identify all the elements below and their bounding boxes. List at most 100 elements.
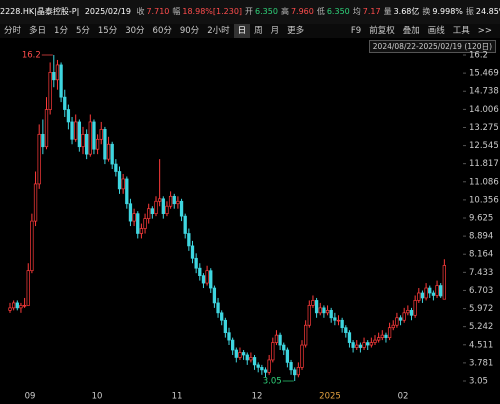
candle-body [398,317,403,321]
candle-body [387,327,392,338]
candle-body [205,270,209,284]
toolbar-button[interactable]: 前复权 [369,26,395,36]
candle-body [114,163,118,172]
candle-body [15,302,19,309]
toolbar-button[interactable]: 分时 [4,26,22,36]
x-tick-label: 11 [172,392,183,402]
field-value: 24.85% [475,7,500,16]
toolbar-button[interactable]: 叠加 [402,26,420,36]
field-label: 振 [465,7,474,16]
candle-body [366,342,370,346]
candle-body [161,198,165,215]
toolbar-button[interactable]: 更多 [287,26,305,36]
toolbar-button[interactable]: 15分 [97,26,118,36]
candle-body [428,287,432,294]
candle-body [223,319,228,334]
toolbar-button[interactable]: 画线 [427,26,445,36]
candle-body [147,208,151,219]
field-label: 均 [352,7,361,16]
toolbar-button[interactable]: 日 [233,24,251,38]
candle-body [139,228,144,234]
y-tick-label: 12.545 [469,141,499,151]
annotation: 16.2 [22,51,41,61]
toolbar-button[interactable]: 工具 [452,26,470,36]
candle-body [117,171,122,190]
y-tick-label: 11.086 [469,177,499,187]
toolbar: 分时 多日 1分 5分 15分 30分 60分 90分 2小时日周月更多 F9 前复权 叠加 画线 工具 >… [0,24,500,38]
candle-body [220,312,224,321]
candle-body [252,357,257,366]
y-tick-label: 14.006 [469,105,499,115]
candle-body [121,178,125,190]
candle-body [33,183,38,222]
candle-body [77,121,82,148]
candle-body [37,133,41,185]
toolbar-button[interactable]: 5分 [75,26,90,36]
candle-body [300,344,304,368]
date: 2025/02/19 [84,7,131,16]
toolbar-button[interactable]: 30分 [125,26,145,36]
candle-body [344,327,348,334]
candle-body [417,292,421,301]
candle-body [362,342,366,348]
field-label: 量 [383,7,392,16]
chart: 16.2 15.469 14.738 14.006 13.275 12.545 11.817… [8,51,499,402]
candle-body [260,367,264,371]
toolbar-button[interactable]: 月 [270,26,280,36]
candle-body [278,334,282,346]
candle-body [106,143,111,160]
candle-body [216,302,220,314]
field-value: 7.710 [146,7,170,16]
toolbar-button[interactable]: 90分 [179,26,200,36]
y-tick-label: 14.738 [469,87,499,97]
candle-body [212,287,217,304]
candle-body [99,129,103,140]
y-tick-label: 3.05 [469,377,488,387]
candle-body [413,300,417,316]
candle-body [351,342,355,348]
toolbar-button[interactable]: 多日 [29,26,47,36]
candle-body [395,317,399,326]
field-value: 3.68亿 [393,7,420,16]
y-tick-label: 9.625 [469,214,493,224]
candle-body [103,129,107,160]
candle-body [293,369,297,376]
candle-body [190,245,195,259]
candle-body [88,121,92,155]
candle-body [201,275,206,284]
y-tick-label: 11.817 [469,159,499,169]
candle-body [59,64,63,98]
field-value: 9.998% [432,7,463,16]
toolbar-button[interactable]: 周 [254,26,263,36]
candle-body [274,334,279,343]
candle-body [347,332,352,343]
y-tick-label: 5.972 [469,304,493,314]
candle-body [8,307,12,311]
candle-body [377,337,381,341]
candle-body [44,109,49,148]
y-tick-label: 16.2 [469,51,488,61]
candle-body [19,305,23,309]
candle-body [318,307,322,314]
candle-body [384,334,388,338]
y-tick-label: 8.164 [469,250,493,260]
candle-body [245,354,249,361]
candle-body [263,369,268,373]
toolbar-button[interactable]: 1分 [54,26,68,36]
y-tick-label: 15.469 [469,69,499,79]
toolbar-button[interactable]: 2小时 [207,26,230,36]
candle-body [249,357,253,361]
candle-body [314,300,319,314]
candle-body [198,267,202,276]
candle-body [439,285,443,297]
candle-body [238,352,242,358]
toolbar-button[interactable]: >> [477,26,492,36]
toolbar-button[interactable]: F9 [350,26,362,36]
x-tick-label: 09 [25,392,36,402]
quote-header: 2228.HK|晶泰控股-P| 2025/02/19 收 7.710 幅 18.98%… [0,0,500,24]
candle-body [358,344,363,348]
candle-body [336,319,341,322]
x-tick-label: 10 [92,392,103,402]
toolbar-button[interactable]: 60分 [152,26,172,36]
